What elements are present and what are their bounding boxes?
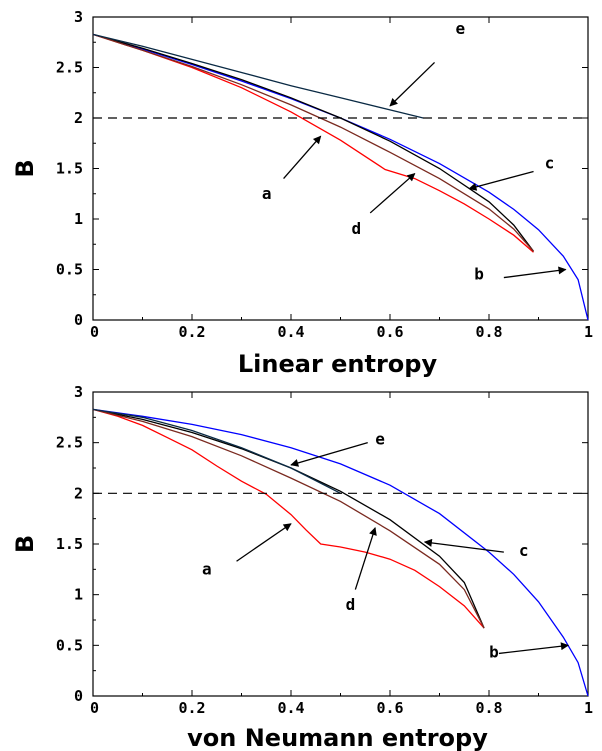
annotation-label-b: b [474,265,484,284]
x-tick-label: 0.2 [178,699,205,717]
annotation-arrow-b [498,642,569,655]
annotation-label-d: d [352,219,362,238]
series-line-e [92,408,341,494]
x-tick-label: 0 [90,323,99,341]
y-tick-label: 1.5 [56,535,83,553]
annotation-arrow-c [423,538,504,553]
annotation-arrow-d [369,173,416,214]
y-tick-label: 0.5 [56,636,83,654]
y-tick-label: 1.5 [56,160,83,178]
plot-frame [92,16,589,321]
y-tick-label: 3 [74,8,83,26]
chart-panel-linear-entropy: 0 0.2 0.4 0.6 0.8 1 0 0.5 1 1.5 2 2.5 3 B Linear entro… [11,8,593,378]
x-axis-label: von Neumann entropy [187,724,488,751]
x-tick-label: 0.4 [277,699,304,717]
annotation-arrow-a [236,523,292,562]
series-line-e [92,33,424,119]
y-tick-label: 2 [74,109,83,127]
y-tick-label: 1 [74,210,83,228]
x-tick-label: 1 [584,323,593,341]
annotation-arrow-a [283,135,322,180]
y-axis-label: B [11,535,39,553]
y-tick-label: 2.5 [56,59,83,77]
x-axis-label: Linear entropy [238,350,438,378]
x-tick-label: 0.8 [475,699,502,717]
x-tick-label: 0 [90,699,99,717]
x-tick-label: 0.6 [376,699,403,717]
y-tick-label: 2 [74,484,83,502]
x-tick-label: 0.4 [277,323,304,341]
x-tick-label: 0.2 [178,323,205,341]
annotation-label-a: a [202,559,212,578]
series-line-b [92,408,589,697]
y-axis-label: B [11,159,39,177]
series-line-b [92,33,589,321]
y-tick-label: 0.5 [56,261,83,279]
y-tick-label: 2.5 [56,434,83,452]
annotation-label-d: d [346,595,356,614]
y-tick-label: 1 [74,586,83,604]
x-tick-label: 0.6 [376,323,403,341]
annotation-label-a: a [262,184,272,203]
x-tick-label: 0.8 [475,323,502,341]
annotation-arrow-e [290,442,368,467]
y-tick-label: 0 [74,311,83,329]
series-line-c [92,33,535,252]
annotation-arrow-e [389,61,436,107]
annotation-arrow-c [468,170,534,191]
annotation-arrow-d [354,527,377,590]
annotation-label-b: b [489,642,499,661]
series-line-c [92,408,485,629]
annotation-label-c: c [545,154,555,173]
y-tick-label: 0 [74,687,83,705]
y-tick-label: 3 [74,383,83,401]
series-line-d [92,33,534,252]
x-tick-label: 1 [584,699,593,717]
annotation-label-e: e [455,19,465,38]
annotation-arrow-b [503,266,567,279]
series-line-d [92,408,485,629]
series-line-a [92,408,485,629]
series-line-a [92,33,534,253]
annotation-label-c: c [519,541,529,560]
annotation-label-e: e [375,430,385,449]
